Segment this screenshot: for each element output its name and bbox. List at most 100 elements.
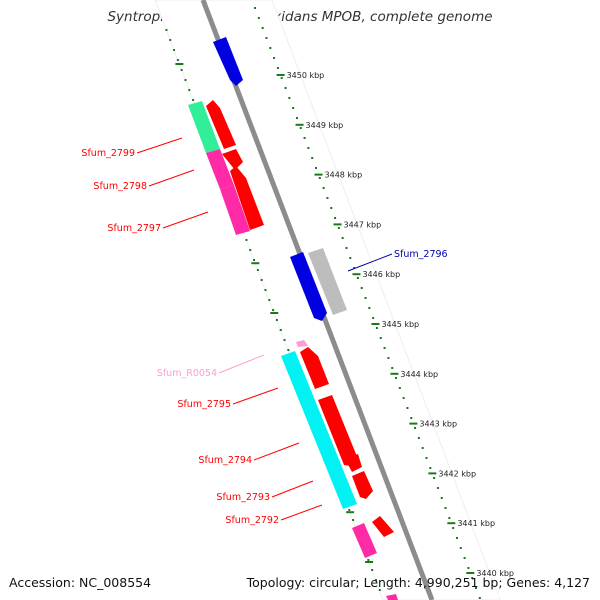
ruler-tick-label: 3441 kbp <box>457 519 495 528</box>
forward-strand-features <box>206 37 398 600</box>
ruler-tick-label: 3447 kbp <box>343 220 381 229</box>
ruler-dot <box>391 367 394 369</box>
gene-block-blue-2796 <box>290 252 327 321</box>
ruler-dot <box>272 309 275 311</box>
ruler-dot <box>436 487 439 489</box>
accession-text: Accession: NC_008554 <box>9 575 152 590</box>
ruler-dot <box>471 577 474 579</box>
ruler-dot <box>279 329 282 331</box>
ruler-dot <box>192 99 195 101</box>
ruler-dot <box>383 347 386 349</box>
ruler-dot <box>433 477 436 479</box>
ruler-dot <box>292 107 295 109</box>
ruler-tick-label: 3443 kbp <box>419 420 457 429</box>
gene-arrow-red-2793b <box>352 471 373 499</box>
ruler-dot <box>334 217 337 219</box>
ruler-dot <box>269 47 272 49</box>
ruler-tick-label: 3440 kbp <box>476 569 514 578</box>
ruler-dot <box>345 247 348 249</box>
gene-block-magenta-upper <box>206 149 234 189</box>
ruler-dot <box>287 349 290 351</box>
ruler-dot <box>265 37 268 39</box>
ruler-dot <box>311 157 314 159</box>
ruler-dot <box>429 467 432 469</box>
ruler-dot <box>371 569 374 571</box>
ruler-dot <box>349 257 352 259</box>
right-dotted-ruler <box>254 7 481 599</box>
ruler-dot <box>452 527 455 529</box>
gene-callout-line <box>136 137 183 154</box>
gene-block-magenta-bottom <box>352 523 377 558</box>
ruler-dot <box>406 407 409 409</box>
ruler-dot <box>261 27 264 29</box>
ruler-dot <box>417 437 420 439</box>
ruler-dot <box>273 57 276 59</box>
ruler-dot <box>260 279 263 281</box>
ruler-dot <box>475 587 478 589</box>
ruler-tick-label: 3442 kbp <box>438 469 476 478</box>
gene-callout-line <box>232 387 279 405</box>
gene-callouts: Sfum_2799 Sfum_2798 Sfum_2797 Sfum_2796 Sfum… <box>81 137 448 526</box>
ruler-dot <box>387 357 390 359</box>
ruler-dot <box>326 197 329 199</box>
reverse-strand-features <box>188 101 377 558</box>
ruler-dot <box>299 127 302 129</box>
gene-label: Sfum_2794 <box>198 455 252 466</box>
gene-arrow-red-2793a <box>345 454 362 472</box>
ruler-dot <box>315 167 318 169</box>
gene-block-grey-2796 <box>308 248 347 315</box>
gene-arrow-red-2798 <box>222 149 243 170</box>
ruler-dot <box>448 517 451 519</box>
ruler-dot <box>176 59 179 61</box>
gene-arrow-red-2797 <box>230 166 264 230</box>
ruler-dot <box>284 87 287 89</box>
ruler-dot <box>322 187 325 189</box>
ruler-dot <box>378 589 381 591</box>
gene-label: Sfum_2799 <box>81 148 135 159</box>
gene-arrow-red-2794 <box>318 395 358 466</box>
ruler-dot <box>444 507 447 509</box>
ruler-dot <box>173 49 176 51</box>
ruler-dot <box>455 537 458 539</box>
ruler-dot <box>440 497 443 499</box>
ruler-dot <box>288 97 291 99</box>
ruler-dot <box>275 319 278 321</box>
gene-label: Sfum_2798 <box>93 181 147 192</box>
gene-label: Sfum_R0054 <box>157 368 217 379</box>
ruler-dot <box>478 597 481 599</box>
ruler-dot <box>402 397 405 399</box>
gene-label: Sfum_2797 <box>107 223 161 234</box>
gene-block-cyan <box>281 351 357 509</box>
ruler-dot <box>330 207 333 209</box>
ruler-dot <box>352 519 355 521</box>
ruler-tick-label: 3448 kbp <box>325 171 363 180</box>
ruler-dot <box>303 137 306 139</box>
ruler-dot <box>414 427 417 429</box>
ruler-dot <box>348 509 351 511</box>
gene-label: Sfum_2796 <box>394 249 448 260</box>
ruler-dot <box>398 387 401 389</box>
ruler-dot <box>379 337 382 339</box>
ruler-dot <box>245 239 248 241</box>
ruler-dot <box>368 307 371 309</box>
gene-block-magenta-lower <box>220 185 250 235</box>
gene-callout-line <box>148 169 195 187</box>
ruler-dot <box>276 67 279 69</box>
ruler-dot <box>367 559 370 561</box>
gene-callout-line <box>253 442 300 461</box>
ruler-dot <box>410 417 413 419</box>
ruler-dot <box>180 69 183 71</box>
ruler-dot <box>307 147 310 149</box>
ruler-dot <box>395 377 398 379</box>
ruler-tick-label: 3445 kbp <box>381 320 419 329</box>
ruler-dot <box>256 269 259 271</box>
ruler-dot <box>257 17 260 19</box>
ruler-dot <box>253 259 256 261</box>
ruler-dot <box>372 317 375 319</box>
gene-callout-line <box>218 354 265 374</box>
ruler-dot <box>337 227 340 229</box>
ruler-dot <box>341 237 344 239</box>
ruler-dot <box>364 297 367 299</box>
ruler-dot <box>463 557 466 559</box>
